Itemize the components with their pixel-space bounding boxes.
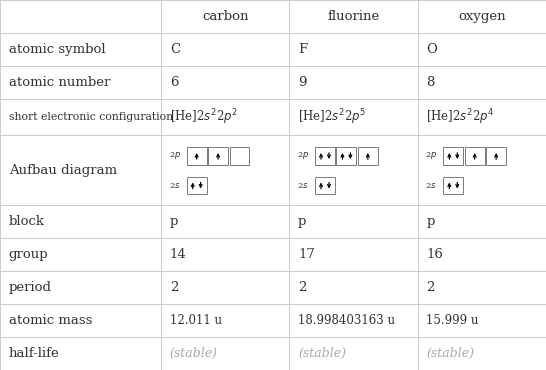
Text: (stable): (stable)	[298, 347, 346, 360]
Text: 14: 14	[170, 248, 187, 261]
Text: atomic mass: atomic mass	[9, 314, 92, 327]
Bar	[336, 147, 357, 165]
Text: fluorine: fluorine	[328, 10, 379, 23]
Text: period: period	[9, 281, 52, 294]
Text: (stable): (stable)	[426, 347, 474, 360]
Text: half-life: half-life	[9, 347, 60, 360]
Text: 6: 6	[170, 76, 179, 89]
Text: (stable): (stable)	[170, 347, 218, 360]
Text: 2$p$: 2$p$	[297, 151, 310, 161]
Bar	[443, 147, 463, 165]
Bar	[486, 147, 506, 165]
Text: p: p	[298, 215, 306, 228]
Bar	[187, 147, 206, 165]
Text: p: p	[170, 215, 178, 228]
Bar	[443, 176, 463, 195]
Text: 17: 17	[298, 248, 315, 261]
Text: O: O	[426, 43, 437, 56]
Text: atomic number: atomic number	[9, 76, 110, 89]
Text: atomic symbol: atomic symbol	[9, 43, 105, 56]
Text: 2: 2	[426, 281, 435, 294]
Text: 2$s$: 2$s$	[169, 181, 180, 190]
Text: [He]2$s^2$2$p^4$: [He]2$s^2$2$p^4$	[426, 107, 495, 127]
Text: 18.998403163 u: 18.998403163 u	[298, 314, 395, 327]
Text: 12.011 u: 12.011 u	[170, 314, 222, 327]
Bar	[315, 147, 335, 165]
Text: 2: 2	[170, 281, 178, 294]
Text: block: block	[9, 215, 45, 228]
Text: 2$p$: 2$p$	[425, 151, 438, 161]
Text: F: F	[298, 43, 307, 56]
Text: [He]2$s^2$2$p^5$: [He]2$s^2$2$p^5$	[298, 107, 366, 127]
Text: group: group	[9, 248, 49, 261]
Text: oxygen: oxygen	[458, 10, 506, 23]
Bar	[358, 147, 378, 165]
Text: short electronic configuration: short electronic configuration	[9, 112, 173, 122]
Text: 2: 2	[298, 281, 306, 294]
Text: [He]2$s^2$2$p^2$: [He]2$s^2$2$p^2$	[170, 107, 238, 127]
Text: C: C	[170, 43, 180, 56]
Text: carbon: carbon	[202, 10, 248, 23]
Text: 2$p$: 2$p$	[169, 151, 181, 161]
Bar	[187, 176, 206, 195]
Text: 2$s$: 2$s$	[297, 181, 308, 190]
Bar	[315, 176, 335, 195]
Text: 15.999 u: 15.999 u	[426, 314, 479, 327]
Text: p: p	[426, 215, 435, 228]
Bar	[208, 147, 228, 165]
Bar	[465, 147, 485, 165]
Text: 9: 9	[298, 76, 307, 89]
Text: 16: 16	[426, 248, 443, 261]
Bar	[229, 147, 250, 165]
Text: Aufbau diagram: Aufbau diagram	[9, 164, 117, 176]
Text: 2$s$: 2$s$	[425, 181, 437, 190]
Text: 8: 8	[426, 76, 435, 89]
